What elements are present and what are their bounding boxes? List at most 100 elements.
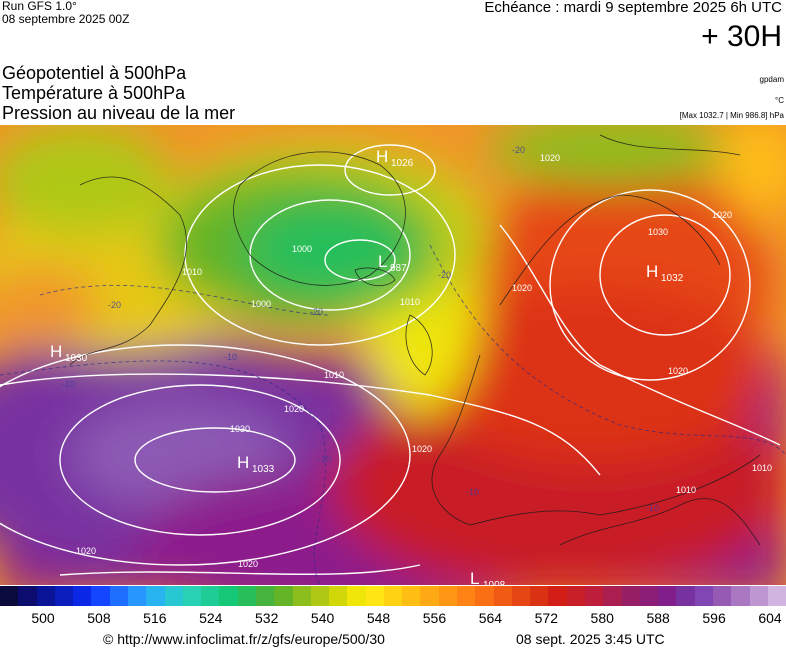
color-scale-swatch [347,586,366,606]
color-scale [0,586,786,606]
temperature-label: -20 [438,270,451,280]
weather-map: H 1026 H 1032 H 1030 H 1033 L 987 L 1008… [0,125,786,585]
title-temperature: Température à 500hPa [2,83,186,103]
isobar-label: 1020 [284,404,304,414]
color-scale-tick: 604 [758,610,782,626]
color-scale-tick: 588 [646,610,670,626]
color-scale-swatch [274,586,293,606]
copyright-source: © http://www.infoclimat.fr/z/gfs/europe/… [103,631,385,647]
color-scale-swatch [91,586,110,606]
color-scale-swatch [219,586,238,606]
color-scale-swatch [420,586,439,606]
isobar-label: 1020 [512,283,532,293]
geopotential-field [0,125,786,585]
forecast-valid-time: Echéance : mardi 9 septembre 2025 6h UTC [484,0,782,16]
run-date: 08 septembre 2025 00Z [2,12,130,26]
isobar-label: 1020 [238,559,258,569]
color-scale-swatch [438,586,458,606]
color-scale-swatch [329,586,348,606]
high-pressure-center: H 1030 [50,342,88,364]
color-scale-swatch [621,586,640,606]
svg-text:H: H [376,147,388,166]
color-scale-swatch [694,586,713,606]
color-scale-ticks: 500 508 516 524 532 540 548 556 564 572 580 588 596 6… [0,610,786,626]
color-scale-swatch [548,586,567,606]
svg-text:1030: 1030 [65,353,88,364]
svg-text:1032: 1032 [661,273,684,284]
isobar-label: 1020 [712,210,732,220]
isobar-label: 1030 [648,227,668,237]
color-scale-tick: 508 [87,610,111,626]
isobar-label: 1020 [540,153,560,163]
color-scale-swatch [292,586,311,606]
color-scale-swatch [36,586,55,606]
temperature-label: -10 [62,379,75,389]
color-scale-tick: 540 [310,610,335,626]
color-scale-tick: 596 [702,610,726,626]
color-scale-swatch [530,586,549,606]
temperature-labels: -20 -20 -20 -10 -10 -10 -10 -10 -20 [62,145,659,513]
svg-text:L: L [470,569,479,585]
high-pressure-center: H 1026 [376,147,414,169]
color-scale-swatch [402,586,421,606]
svg-text:987: 987 [390,263,407,274]
isobar-label: 1010 [324,370,344,380]
title-geopotential: Géopotentiel à 500hPa [2,63,187,83]
color-scale-tick: 516 [143,610,167,626]
isobar-label: 1010 [400,297,420,307]
isobars [0,144,781,576]
color-scale-swatch [658,586,677,606]
color-scale-swatch [201,586,220,606]
isobar-label: 1020 [412,444,432,454]
color-scale-swatch [676,586,695,606]
color-scale-swatch [493,586,512,606]
isobar-label: 1030 [230,424,250,434]
low-pressure-center: L 1008 [470,569,506,585]
color-scale-swatch [712,586,732,606]
isobar-label: 1010 [676,485,696,495]
color-scale-tick: 572 [534,610,558,626]
temperature-label: -10 [466,487,479,497]
color-scale-tick: 532 [255,610,279,626]
color-scale-swatch [639,586,659,606]
isobar-label: 1010 [182,267,202,277]
unit-temperature: °C [775,96,784,105]
color-scale-swatch [18,586,37,606]
color-scale-swatch [0,586,19,606]
temperature-label: -20 [108,300,121,310]
temperature-label: -10 [646,503,659,513]
isobar-label: 1020 [76,546,96,556]
pressure-centers: H 1026 H 1032 H 1030 H 1033 L 987 L 1008 [50,147,684,585]
isobar-label: 1010 [752,463,772,473]
svg-text:H: H [646,262,658,281]
color-scale-tick: 556 [422,610,447,626]
svg-text:H: H [50,342,62,361]
pressure-max-min: [Max 1032.7 | Min 986.8] hPa [679,111,784,120]
color-scale-tick: 564 [478,610,503,626]
color-scale-swatch [566,586,585,606]
color-scale-swatch [749,586,768,606]
color-scale-swatch [767,586,786,606]
high-pressure-center: H 1033 [237,453,275,475]
color-scale-swatch [731,586,750,606]
color-scale-swatch [109,586,128,606]
color-scale-swatch [237,586,256,606]
color-scale-swatch [255,586,275,606]
color-scale-swatch [585,586,604,606]
temperature-label: -20 [512,145,525,155]
coastlines [69,134,761,546]
color-scale-swatch [54,586,74,606]
low-pressure-center: L 987 [378,252,407,274]
isobar-label: 1020 [668,366,688,376]
unit-geopotential: gpdam [759,75,784,84]
high-pressure-center: H 1032 [646,262,684,284]
color-scale-swatch [457,586,476,606]
color-scale-swatch [73,586,92,606]
color-scale-swatch [365,586,384,606]
color-scale-tick: 524 [199,610,223,626]
run-label: Run GFS 1.0° [2,0,77,13]
temperature-label: -20 [310,307,323,317]
title-pressure: Pression au niveau de la mer [2,103,236,123]
color-scale-tick: 500 [31,610,55,626]
temperature-label: -10 [224,352,237,362]
